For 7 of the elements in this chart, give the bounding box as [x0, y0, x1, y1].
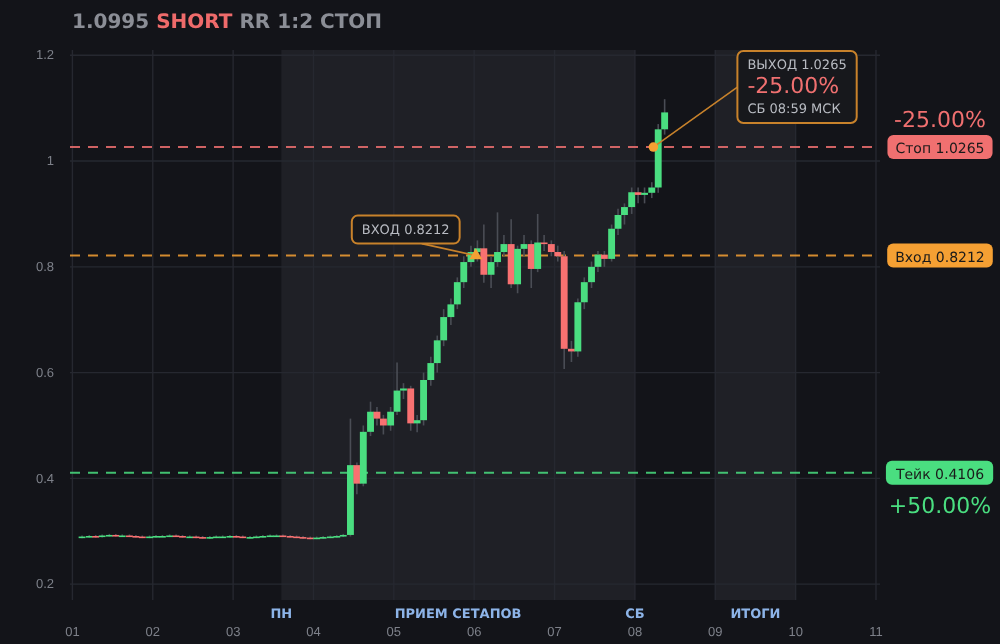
- candlestick: [353, 461, 361, 496]
- candlestick: [407, 385, 415, 432]
- text: +50.00%: [888, 492, 992, 519]
- chart-title: 1.0995 SHORT RR 1:2 СТОП: [72, 12, 383, 34]
- candlestick: [634, 186, 642, 205]
- text: -25.00%: [894, 107, 986, 134]
- candlestick: [480, 223, 488, 284]
